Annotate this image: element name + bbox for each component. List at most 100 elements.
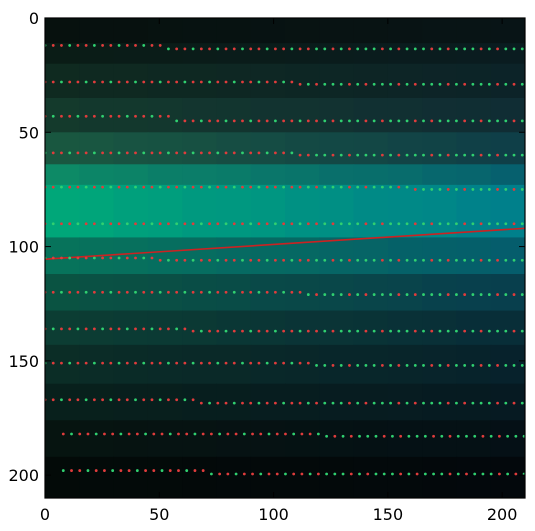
point-marker bbox=[232, 80, 236, 84]
point-marker bbox=[496, 47, 499, 51]
point-marker bbox=[134, 327, 137, 331]
point-marker bbox=[199, 151, 203, 155]
heatmap-cell bbox=[353, 237, 389, 275]
heatmap-cell bbox=[387, 383, 423, 421]
point-marker bbox=[455, 153, 458, 157]
point-marker bbox=[422, 47, 425, 51]
heatmap-cell bbox=[45, 420, 80, 458]
point-marker bbox=[68, 114, 72, 118]
heatmap-cell bbox=[250, 420, 286, 458]
heatmap-cell bbox=[490, 98, 525, 133]
point-marker bbox=[455, 329, 458, 333]
point-marker bbox=[389, 401, 392, 405]
point-marker bbox=[101, 114, 104, 118]
point-marker bbox=[284, 472, 287, 476]
point-marker bbox=[422, 293, 425, 296]
point-marker bbox=[216, 401, 220, 405]
point-marker bbox=[251, 432, 254, 436]
point-marker bbox=[249, 329, 253, 333]
point-marker bbox=[125, 398, 129, 402]
heatmap-cell bbox=[147, 43, 183, 65]
point-marker bbox=[249, 290, 253, 294]
y-tick-label: 100 bbox=[8, 238, 39, 257]
point-marker bbox=[241, 361, 244, 365]
point-marker bbox=[364, 47, 368, 51]
point-marker bbox=[177, 469, 180, 472]
point-marker bbox=[282, 151, 286, 155]
point-marker bbox=[117, 80, 121, 84]
heatmap-cell bbox=[250, 456, 286, 498]
point-marker bbox=[142, 290, 146, 294]
point-marker bbox=[463, 293, 467, 296]
point-marker bbox=[298, 185, 302, 189]
y-axis-tick-labels: 0 50 100 150 200 bbox=[8, 9, 39, 485]
point-marker bbox=[134, 185, 137, 189]
point-marker bbox=[175, 80, 179, 84]
fitted-line bbox=[45, 227, 525, 260]
point-marker bbox=[191, 80, 195, 84]
point-marker bbox=[339, 364, 343, 367]
point-marker bbox=[463, 153, 467, 157]
point-marker bbox=[282, 329, 286, 333]
point-marker bbox=[397, 222, 401, 226]
point-marker bbox=[109, 80, 113, 84]
heatmap-cell bbox=[216, 344, 252, 385]
point-marker bbox=[101, 398, 104, 402]
point-marker bbox=[455, 258, 458, 262]
point-marker bbox=[199, 258, 203, 262]
point-marker bbox=[265, 258, 269, 262]
point-marker bbox=[142, 222, 146, 226]
point-marker bbox=[504, 82, 508, 86]
point-marker bbox=[142, 151, 146, 155]
point-marker bbox=[432, 472, 435, 476]
point-marker bbox=[331, 185, 335, 189]
point-marker bbox=[479, 119, 483, 123]
heatmap-cell bbox=[113, 18, 149, 44]
point-marker bbox=[348, 364, 351, 367]
point-marker bbox=[216, 185, 220, 189]
heatmap-cell bbox=[216, 310, 252, 346]
point-marker bbox=[76, 185, 80, 189]
point-marker bbox=[298, 222, 302, 226]
heatmap-cell bbox=[182, 237, 218, 275]
heatmap-cell bbox=[182, 310, 218, 346]
point-marker bbox=[339, 153, 343, 157]
point-marker bbox=[175, 185, 179, 189]
point-marker bbox=[119, 469, 123, 472]
heatmap-cell bbox=[387, 274, 423, 312]
point-marker bbox=[101, 361, 104, 365]
point-marker bbox=[520, 222, 524, 226]
point-marker bbox=[51, 222, 55, 226]
point-marker bbox=[520, 401, 524, 405]
heatmap-cell bbox=[319, 63, 355, 99]
heatmap-cell bbox=[79, 18, 115, 44]
point-marker bbox=[348, 329, 351, 333]
heatmap-cell bbox=[490, 237, 525, 275]
heatmap-cell bbox=[422, 43, 458, 65]
point-marker bbox=[191, 47, 195, 51]
point-marker bbox=[506, 434, 510, 438]
heatmap-cell bbox=[387, 43, 423, 65]
point-marker bbox=[315, 153, 318, 157]
point-marker bbox=[364, 401, 368, 405]
heatmap-cell bbox=[79, 456, 115, 498]
heatmap-cell bbox=[113, 383, 149, 421]
point-marker bbox=[356, 364, 360, 367]
heatmap-cell bbox=[285, 274, 320, 312]
point-marker bbox=[397, 293, 401, 296]
point-marker bbox=[142, 185, 146, 189]
point-marker bbox=[60, 44, 63, 47]
point-marker bbox=[389, 258, 392, 262]
fitted-line-segment bbox=[45, 227, 525, 260]
heatmap-cell bbox=[490, 63, 525, 99]
point-marker bbox=[191, 151, 195, 155]
point-marker bbox=[348, 222, 351, 226]
point-marker bbox=[168, 469, 172, 472]
point-marker bbox=[199, 47, 203, 51]
point-marker bbox=[226, 472, 230, 476]
point-marker bbox=[520, 188, 524, 191]
point-marker bbox=[372, 364, 376, 367]
point-marker bbox=[150, 327, 154, 331]
point-marker bbox=[331, 293, 335, 296]
heatmap-cell bbox=[319, 237, 355, 275]
